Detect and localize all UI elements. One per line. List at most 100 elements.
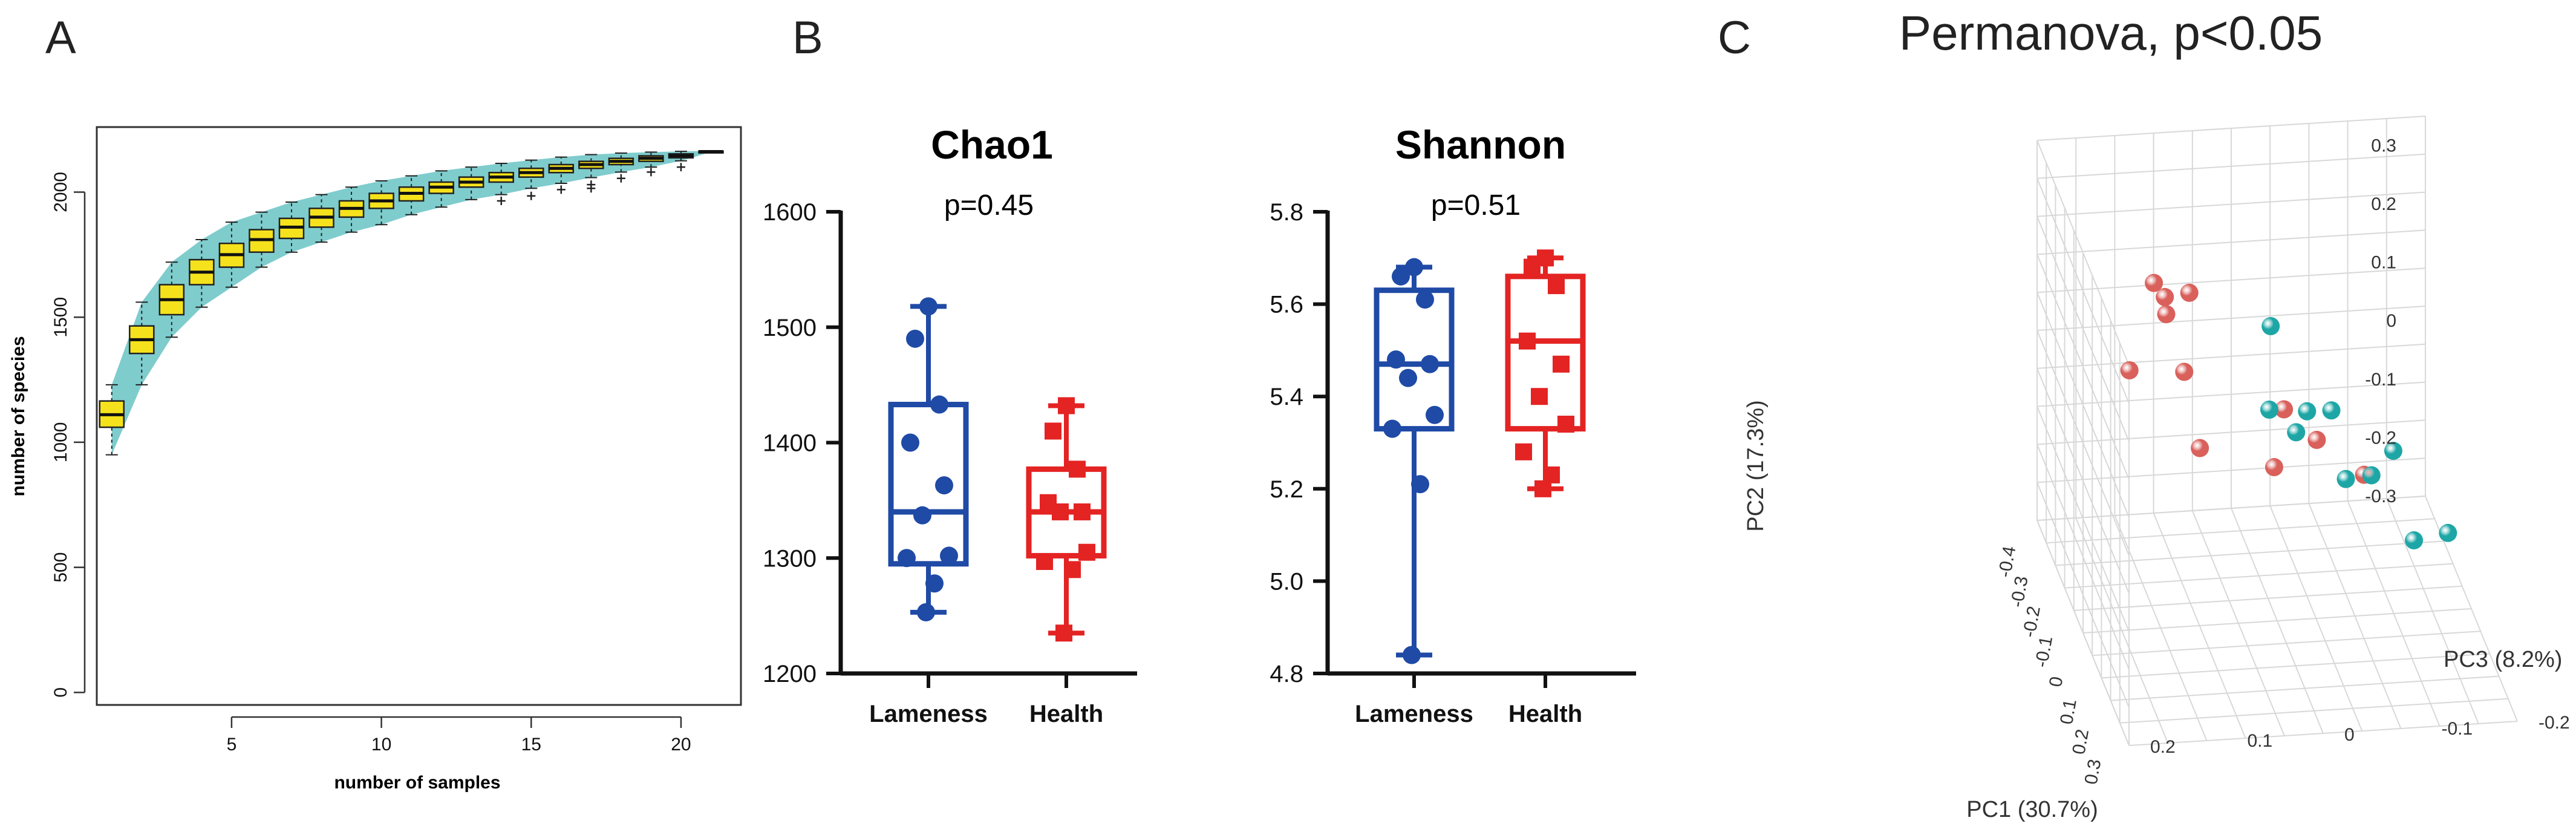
pca-pc1-tick-label--0.3: -0.3 bbox=[2007, 575, 2032, 609]
panel-label-b: B bbox=[792, 12, 823, 64]
panel-c-pca: Permanova, p<0.05 -0.4-0.3-0.2-0.100.10.… bbox=[1743, 6, 2570, 822]
shannon-point-lameness-2 bbox=[1392, 267, 1410, 286]
pca-pc3-tick-label-0.1: 0.1 bbox=[2248, 731, 2273, 751]
pca-pc3-tick-label-0: 0 bbox=[2344, 725, 2355, 745]
pca-pc3-tick-label--0.2: -0.2 bbox=[2539, 713, 2570, 733]
chao1-x-tick-label-1: Health bbox=[1029, 701, 1103, 727]
chao1-point-lameness-5 bbox=[935, 476, 953, 495]
shannon-point-lameness-6 bbox=[1399, 369, 1417, 387]
panel-a-y-tick-label-1000: 1000 bbox=[51, 422, 71, 463]
chao1-point-health-2 bbox=[1045, 422, 1061, 440]
chao1-point-health-3 bbox=[1069, 460, 1086, 478]
shannon-point-lameness-7 bbox=[1426, 405, 1444, 424]
shannon-x-tick-label-0: Lameness bbox=[1355, 701, 1473, 727]
shannon-point-health-10 bbox=[1534, 480, 1551, 497]
pca-title: Permanova, p<0.05 bbox=[1899, 6, 2323, 60]
shannon-y-tick-label-5.0: 5.0 bbox=[1270, 568, 1303, 595]
rarefaction-outlier-7 bbox=[647, 168, 656, 177]
shannon-y-tick-label-5.4: 5.4 bbox=[1270, 384, 1303, 410]
chao1-point-lameness-7 bbox=[940, 546, 958, 565]
shannon-point-lameness-5 bbox=[1421, 355, 1439, 373]
panel-a-x-axis-title: number of samples bbox=[334, 773, 500, 793]
shannon-point-health-3 bbox=[1548, 277, 1565, 295]
pca-grid-line-62 bbox=[2036, 116, 2426, 141]
chao1-point-lameness-4 bbox=[901, 433, 919, 452]
pca-pc3-tick-label--0.1: -0.1 bbox=[2442, 719, 2473, 739]
chao1-point-health-9 bbox=[1064, 561, 1081, 578]
panel-a-x-tick-label-20: 20 bbox=[671, 735, 691, 755]
pca-grid-line-55 bbox=[2036, 178, 2130, 404]
chao1-y-tick-label-1600: 1600 bbox=[763, 199, 817, 226]
pca-grid-line-38 bbox=[2036, 267, 2426, 293]
pca-pc2-tick-label-0.3: 0.3 bbox=[2371, 136, 2396, 156]
chao1-x-tick-label-0: Lameness bbox=[869, 701, 988, 727]
pca-grid-line-50 bbox=[2036, 191, 2426, 217]
chao1-point-lameness-3 bbox=[930, 395, 948, 414]
pca-point-group_teal-6 bbox=[2384, 442, 2402, 460]
pca-point-group_red-2 bbox=[2157, 305, 2176, 324]
pca-pc1-tick-label--0.2: -0.2 bbox=[2019, 604, 2044, 639]
chao1-y-tick-label-1400: 1400 bbox=[763, 430, 817, 457]
panel-a-y-axis-title: number of species bbox=[8, 336, 28, 496]
chao1-y-tick-label-1300: 1300 bbox=[763, 545, 817, 572]
pca-grid-line-47 bbox=[2308, 503, 2402, 729]
chao1-point-lameness-8 bbox=[898, 549, 916, 568]
panel-a-plot-frame bbox=[96, 126, 742, 706]
shannon-title: Shannon bbox=[1395, 122, 1566, 167]
panel-a-x-tick-label-10: 10 bbox=[371, 735, 391, 755]
rarefaction-outlier-6 bbox=[616, 174, 625, 183]
shannon-point-health-2 bbox=[1524, 258, 1541, 276]
panel-label-a: A bbox=[45, 12, 76, 64]
shannon-point-health-4 bbox=[1519, 332, 1536, 350]
rarefaction-outlier-5 bbox=[587, 184, 596, 193]
pca-grid-line-65 bbox=[2425, 496, 2518, 722]
chao1-point-health-1 bbox=[1058, 397, 1075, 414]
pca-pc1-tick-label-0.3: 0.3 bbox=[2081, 758, 2105, 786]
shannon-point-lameness-10 bbox=[1403, 646, 1421, 664]
pca-grid-line-44 bbox=[2036, 229, 2426, 255]
shannon-point-lameness-4 bbox=[1387, 350, 1405, 369]
pca-point-group_red-3 bbox=[2145, 274, 2164, 292]
chao1-point-health-8 bbox=[1036, 552, 1053, 570]
pca-pc1-tick-label-0: 0 bbox=[2046, 675, 2067, 689]
pca-pc1-tick-label-0.1: 0.1 bbox=[2056, 698, 2081, 726]
pca-grid-line-35 bbox=[2231, 508, 2324, 734]
chao1-point-lameness-6 bbox=[913, 506, 931, 525]
pca-pc1-tick-label--0.1: -0.1 bbox=[2032, 635, 2056, 669]
pca-pc1-axis-title: PC1 (30.7%) bbox=[1966, 797, 2098, 822]
pca-pc2-axis-title: PC2 (17.3%) bbox=[1743, 400, 1769, 532]
pca-point-group_teal-9 bbox=[2439, 523, 2457, 542]
panel-a-x-tick-label-5: 5 bbox=[227, 735, 237, 755]
chao1-title: Chao1 bbox=[931, 122, 1053, 167]
chao1-box-0 bbox=[888, 402, 969, 567]
shannon-box-1 bbox=[1505, 274, 1586, 432]
shannon-y-tick-label-5.8: 5.8 bbox=[1270, 199, 1303, 226]
pca-grid-line-46 bbox=[2101, 653, 2490, 679]
pca-pc2-tick-label-0: 0 bbox=[2386, 311, 2396, 331]
rarefaction-outlier-3 bbox=[556, 185, 566, 194]
pca-pc2-tick-label--0.3: -0.3 bbox=[2365, 486, 2396, 506]
pca-point-group_teal-8 bbox=[2336, 470, 2355, 488]
pca-pc2-tick-label-0.2: 0.2 bbox=[2371, 194, 2396, 214]
pca-pc3-axis-title: PC3 (8.2%) bbox=[2444, 647, 2562, 672]
pca-grid-line-64 bbox=[2128, 721, 2518, 746]
pca-grid-line-41 bbox=[2269, 505, 2363, 732]
pca-grid-line-58 bbox=[2119, 698, 2508, 724]
chao1-p-value: p=0.45 bbox=[944, 189, 1034, 221]
chao1-point-lameness-2 bbox=[906, 329, 924, 348]
panel-a-y-tick-label-0: 0 bbox=[51, 687, 71, 698]
pca-point-group_teal-3 bbox=[2298, 402, 2317, 421]
shannon-point-health-6 bbox=[1531, 388, 1548, 405]
pca-pc2-tick-label-0.1: 0.1 bbox=[2371, 253, 2396, 273]
pca-grid-line-56 bbox=[2036, 153, 2426, 179]
chao1-y-tick-label-1200: 1200 bbox=[763, 661, 817, 687]
panel-a-y-tick-label-500: 500 bbox=[51, 552, 71, 583]
pca-grid-line-52 bbox=[2110, 675, 2499, 701]
rarefaction-outlier-2 bbox=[527, 191, 536, 200]
pca-point-group_red-8 bbox=[2120, 361, 2139, 380]
pca-grid-line-61 bbox=[2036, 140, 2130, 366]
shannon-p-value: p=0.51 bbox=[1431, 189, 1521, 221]
pca-point-group_red-5 bbox=[2275, 400, 2294, 419]
shannon-point-health-5 bbox=[1553, 355, 1570, 373]
